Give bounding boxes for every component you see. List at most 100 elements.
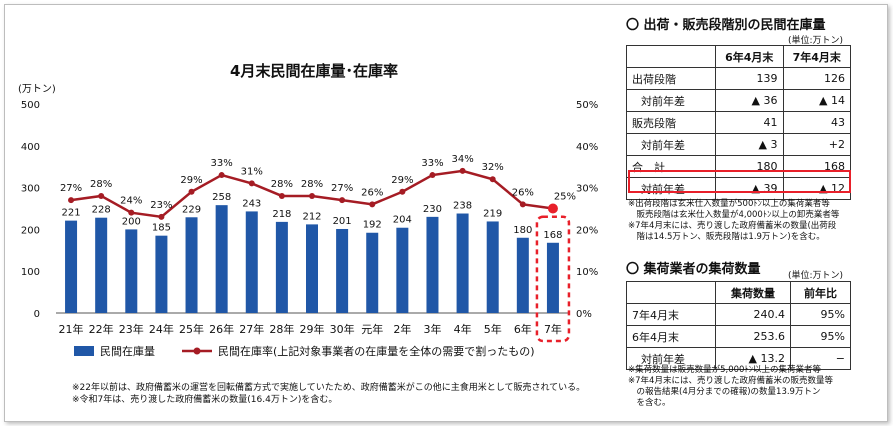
rate-value-label: 33% (421, 158, 443, 169)
rate-point (248, 180, 255, 187)
legend-label-line: 民間在庫率(上記対象事業者の在庫量を全体の需要で割ったもの) (218, 344, 535, 358)
y2-tick-label: 10% (576, 267, 598, 278)
rate-value-label: 26% (512, 187, 534, 198)
table-header-row: 集荷数量 前年比 (626, 281, 851, 304)
bar-value-label: 221 (62, 208, 81, 219)
table-row: 合 計 180 168 (626, 155, 851, 178)
y2-tick-label: 40% (576, 142, 598, 153)
row-value: ▲ 13.2 (715, 347, 791, 370)
table-row: 対前年差 ▲ 39 ▲ 12 (626, 177, 851, 200)
table-note: ※集荷数量は販売数量が5,000ﾄﾝ以上の集荷業者等 (628, 365, 821, 375)
bar (185, 217, 198, 313)
x-tick-label: 24年 (149, 322, 174, 336)
bar-value-label: 201 (333, 216, 352, 227)
rate-value-label: 32% (482, 162, 504, 173)
rate-value-label: 23% (150, 200, 172, 211)
y-tick-label: 500 (21, 100, 40, 111)
bar (516, 237, 529, 313)
x-tick-label: 2年 (393, 322, 411, 336)
rate-point (489, 176, 496, 183)
row-value: 168 (782, 155, 851, 178)
row-value: ▲ 36 (715, 89, 784, 112)
bar (245, 211, 258, 313)
table1-unit: (単位:万トン) (788, 36, 844, 46)
bar-value-label: 212 (302, 211, 321, 222)
y-tick-label: 200 (21, 225, 40, 236)
table-row: 対前年差 ▲ 13.2− (626, 347, 851, 370)
table-header-cell (626, 281, 716, 304)
row-label: 対前年差 (626, 133, 716, 156)
table-header-cell: 集荷数量 (715, 281, 791, 304)
table1-title: 〇 出荷・販売段階別の民間在庫量 (626, 18, 826, 33)
bar (95, 217, 108, 313)
table-row: 7年4月末 240.4 95% (626, 303, 851, 326)
row-value: ▲ 14 (782, 89, 851, 112)
bar-value-label: 185 (152, 223, 171, 234)
rate-point (128, 209, 135, 216)
bar-value-label: 228 (92, 205, 111, 216)
bar (65, 220, 78, 313)
bar-value-label: 258 (212, 192, 231, 203)
bar (546, 242, 559, 313)
y-tick-label: 0 (34, 309, 40, 320)
rate-value-label: 33% (211, 158, 233, 169)
bar-value-label: 200 (122, 216, 141, 227)
x-tick-label: 21年 (59, 322, 84, 336)
y-axis-label: (万トン) (18, 84, 56, 95)
bar (306, 224, 318, 313)
bar (426, 216, 439, 313)
row-label: 出荷段階 (626, 67, 716, 90)
footnote-1: ※22年以前は、政府備蓄米の運営を回転備蓄方式で実施していたため、政府備蓄米がこ… (72, 383, 586, 393)
y2-tick-label: 20% (576, 225, 598, 236)
table-header-cell: 6年4月末 (715, 45, 784, 68)
row-label: 6年4月末 (626, 325, 716, 348)
highlight-dashed-box (535, 215, 571, 343)
table-header-cell (626, 45, 716, 68)
y2-tick-label: 50% (576, 100, 598, 111)
bar-value-label: 168 (543, 230, 562, 241)
table-note: 階は14.5万トン、販売段階は1.9万トン)を含む。 (628, 232, 825, 242)
rate-value-label: 28% (90, 179, 112, 190)
table-header-cell: 7年4月末 (782, 45, 851, 68)
row-value: 240.4 (715, 303, 791, 326)
rate-value-label: 27% (331, 183, 353, 194)
x-tick-label: 7年 (544, 322, 562, 336)
rate-value-label: 26% (361, 187, 383, 198)
table-row: 対前年差 ▲ 3 +2 (626, 133, 851, 156)
x-tick-label: 30年 (330, 322, 355, 336)
x-tick-label: 22年 (89, 322, 114, 336)
y-tick-label: 400 (21, 142, 40, 153)
highlight-box (628, 170, 851, 193)
row-value: 95% (790, 325, 851, 348)
y-tick-label: 100 (21, 267, 40, 278)
bar-value-label: 192 (363, 220, 382, 231)
bar (486, 221, 499, 313)
bar-value-label: 204 (393, 215, 412, 226)
rate-value-label: 29% (391, 175, 413, 186)
row-value: 139 (715, 67, 784, 90)
bar-value-label: 238 (453, 201, 472, 212)
legend-swatch-marker (193, 347, 201, 355)
rate-value-label: 29% (180, 175, 202, 186)
stage-inventory-table: 6年4月末 7年4月末 出荷段階 139 126 対前年差 ▲ 36 ▲ 14 販売段階 41… (626, 45, 851, 200)
bar-value-label: 218 (272, 209, 291, 220)
rate-point (188, 188, 195, 195)
bar-value-label: 229 (182, 204, 201, 215)
row-label: 対前年差 (626, 177, 716, 200)
bar-value-label: 230 (423, 204, 442, 215)
table-note: ※7年4月末には、売り渡した政府備蓄米の販売数量等 (628, 376, 833, 386)
table-note: の報告結果(4月分までの確報)の数量13.9万トン (628, 387, 821, 397)
row-label: 7年4月末 (626, 303, 716, 326)
row-value: 41 (715, 111, 784, 134)
table-note: を含む。 (628, 398, 671, 408)
rate-point (339, 197, 346, 204)
row-value: − (790, 347, 851, 370)
x-tick-label: 5年 (484, 322, 502, 336)
rate-point (278, 192, 285, 199)
row-label: 販売段階 (626, 111, 716, 134)
rate-point (547, 203, 558, 214)
collection-volume-table: 集荷数量 前年比 7年4月末 240.4 95% 6年4月末 253.6 95% 対前年差 ▲… (626, 281, 851, 370)
rate-point (98, 192, 105, 199)
x-tick-label: 26年 (209, 322, 234, 336)
rate-point (158, 213, 165, 220)
